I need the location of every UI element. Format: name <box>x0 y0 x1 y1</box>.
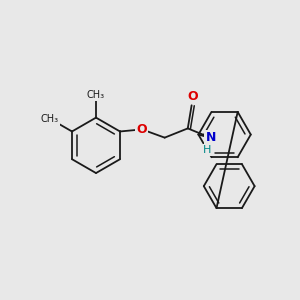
Text: O: O <box>136 123 147 136</box>
Text: CH₃: CH₃ <box>40 114 59 124</box>
Text: N: N <box>206 131 216 144</box>
Text: O: O <box>188 90 199 103</box>
Text: CH₃: CH₃ <box>87 89 105 100</box>
Text: H: H <box>203 145 211 155</box>
Text: H: H <box>203 145 211 155</box>
Text: N: N <box>206 131 216 144</box>
